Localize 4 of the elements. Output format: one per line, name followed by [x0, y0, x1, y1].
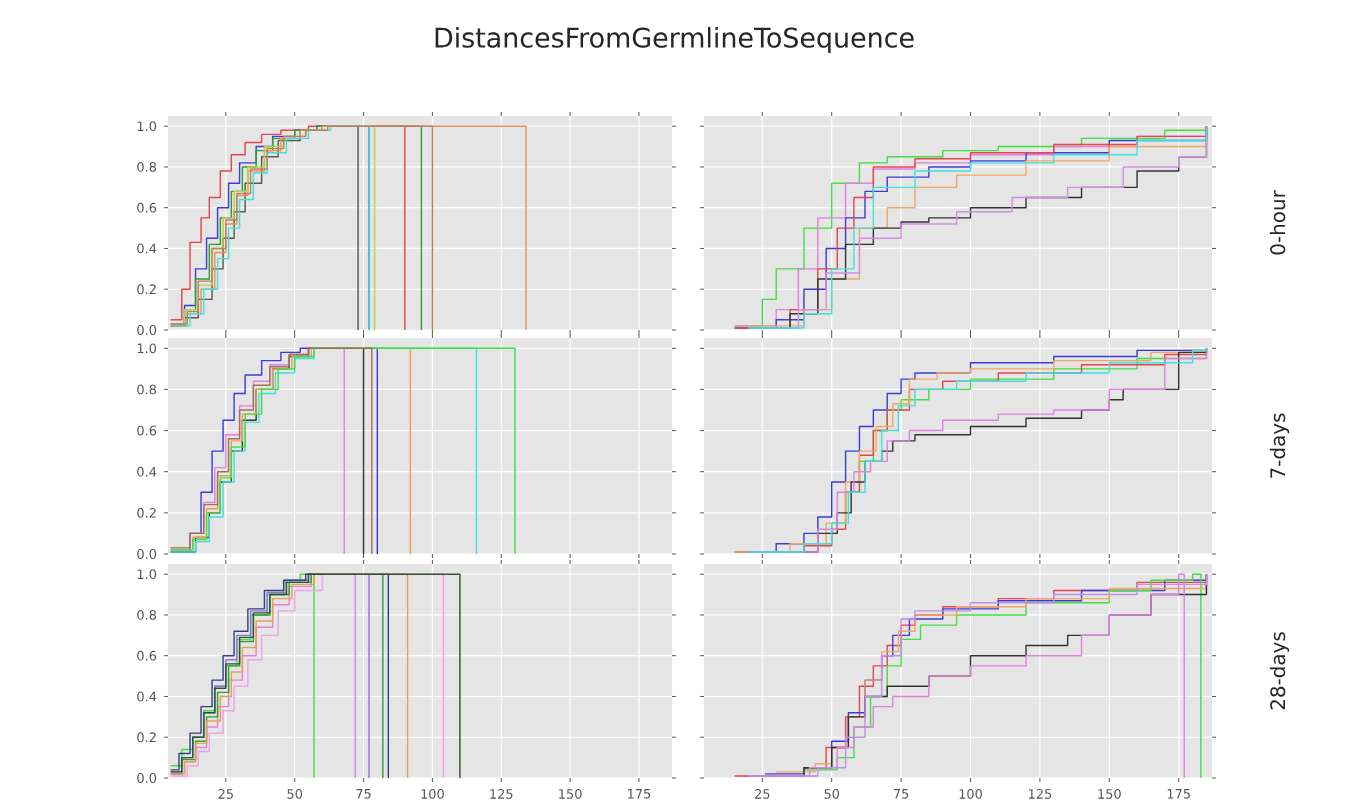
- chart-title: DistancesFromGermlineToSequence: [435, 26, 914, 54]
- y2-axis-title: 28-days: [1269, 632, 1290, 710]
- y2-axis-title: 0-hour: [1269, 190, 1286, 255]
- y2-axis-title: 7-days: [1269, 413, 1290, 478]
